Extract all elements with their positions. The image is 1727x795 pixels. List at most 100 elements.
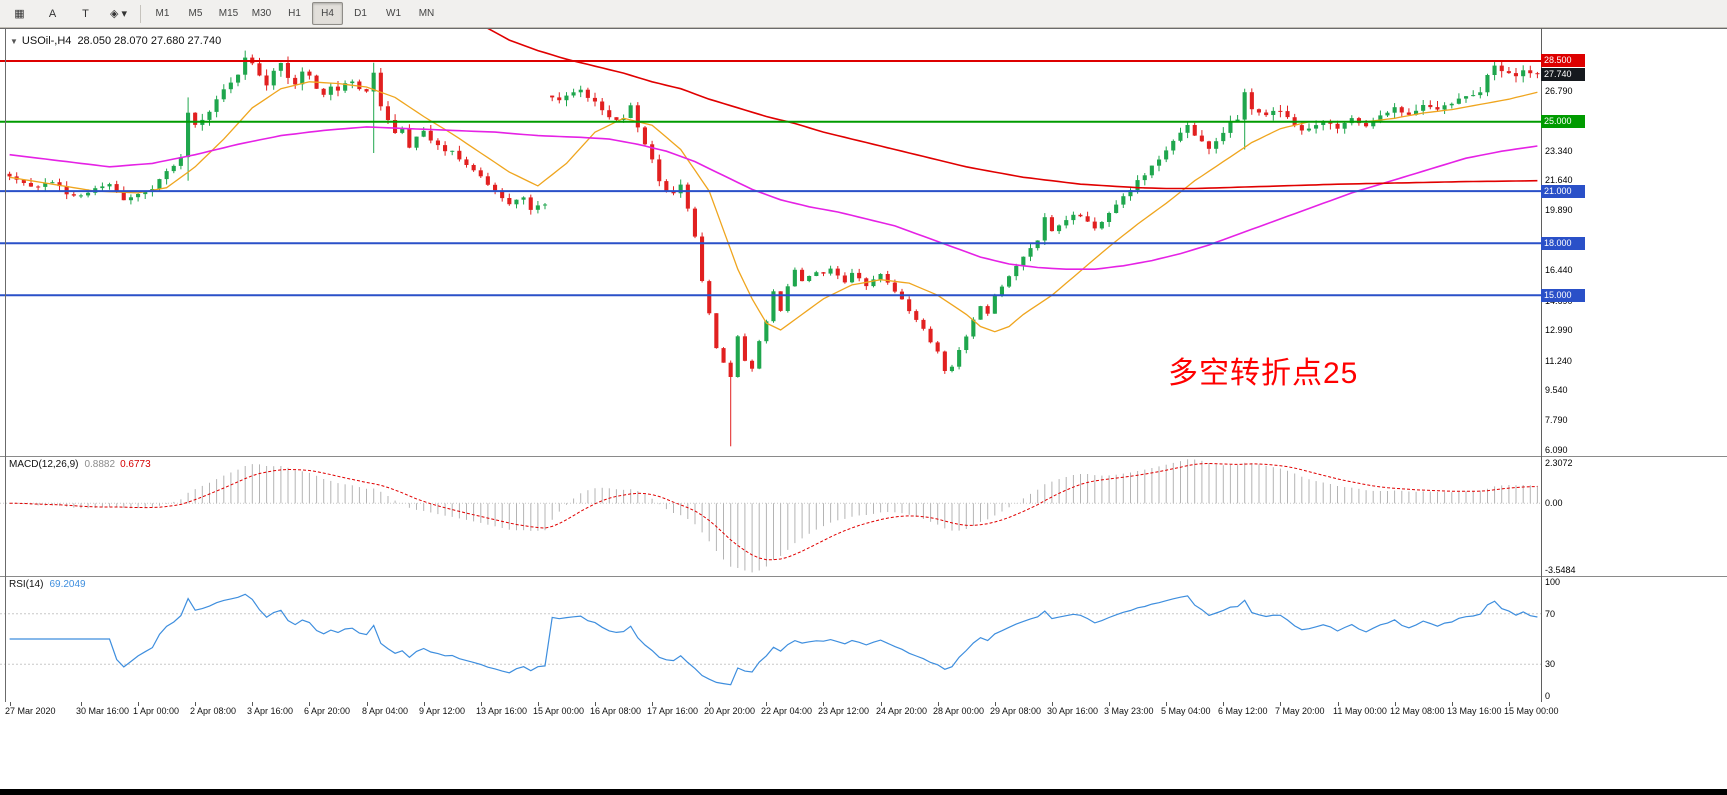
time-tick [195,702,196,706]
price-level-label: 21.000 [1541,185,1585,198]
time-tick [309,702,310,706]
rsi-name: RSI(14) [9,579,44,590]
price-level-label: 18.000 [1541,237,1585,250]
bottom-bar [0,789,1727,795]
time-tick [1280,702,1281,706]
timeframe-m5-button[interactable]: M5 [188,8,203,19]
panel-separator[interactable] [0,576,1727,577]
price-level-label: 28.500 [1541,54,1585,67]
timeframe-w1-button[interactable]: W1 [386,8,401,19]
price-axis: 26.79023.34021.64019.89016.44014.69012.9… [1541,0,1727,795]
macd-scale-zero: 0.00 [1545,498,1563,508]
time-label: 9 Apr 12:00 [419,706,466,716]
time-label: 15 May 00:00 [1504,706,1559,716]
macd-signal-value: 0.6773 [120,459,151,470]
time-label: 11 May 00:00 [1333,706,1387,716]
time-label: 8 Apr 04:00 [362,706,409,716]
timeframe-h1-button[interactable]: H1 [288,8,301,19]
time-tick [1223,702,1224,706]
time-label: 17 Apr 16:00 [647,706,699,716]
time-label: 7 May 20:00 [1275,706,1325,716]
chart-dropdown-icon[interactable]: ▼ [10,37,18,46]
timeframe-d1-button[interactable]: D1 [354,8,367,19]
time-tick [652,702,653,706]
time-tick [367,702,368,706]
rsi-label: RSI(14) 69.2049 [9,579,86,590]
macd-canvas[interactable] [0,456,1541,576]
time-tick [1109,702,1110,706]
time-tick [595,702,596,706]
rsi-canvas[interactable] [0,576,1541,702]
time-tick [766,702,767,706]
price-tick: 9.540 [1545,385,1568,395]
time-label: 12 May 08:00 [1390,706,1445,716]
chart-ohlc-values: 28.050 28.070 27.680 27.740 [77,35,222,47]
chart-title: ▼ USOil-,H4 28.050 28.070 27.680 27.740 [10,35,221,47]
time-tick [1452,702,1453,706]
toolbar-separator [140,4,141,23]
time-tick [10,702,11,706]
macd-label: MACD(12,26,9) 0.8882 0.6773 [9,459,151,470]
time-tick [1509,702,1510,706]
macd-name: MACD(12,26,9) [9,459,79,470]
macd-panel[interactable]: MACD(12,26,9) 0.8882 0.6773 [0,456,1727,576]
time-tick [424,702,425,706]
time-tick [881,702,882,706]
time-tick [138,702,139,706]
time-label: 6 May 12:00 [1218,706,1268,716]
rsi-value: 69.2049 [49,579,86,590]
price-tick: 26.790 [1545,86,1573,96]
time-label: 30 Mar 16:00 [76,706,130,716]
macd-main-value: 0.8882 [84,459,116,470]
price-tick: 16.440 [1545,265,1573,275]
time-label: 30 Apr 16:00 [1047,706,1099,716]
time-tick [1166,702,1167,706]
timeframe-m15-button[interactable]: M15 [218,8,239,19]
time-tick [995,702,996,706]
main-chart-canvas[interactable] [0,28,1541,456]
panel-separator [0,28,1727,29]
rsi-scale-100: 100 [1545,577,1561,587]
grid-tool[interactable]: ▦ [14,8,25,20]
time-label: 5 May 04:00 [1161,706,1211,716]
text-label-tool[interactable]: T [82,7,89,20]
shapes-tool[interactable]: ◈ ▾ [109,8,128,20]
timeframe-m30-button[interactable]: M30 [251,8,272,19]
time-tick [1395,702,1396,706]
timeframe-m1-button[interactable]: M1 [155,8,170,19]
time-label: 27 Mar 2020 [5,706,56,716]
price-tick: 11.240 [1545,356,1572,366]
price-level-label: 27.740 [1541,68,1585,81]
toolbar: ▦ A T ◈ ▾ M1 M5 M15 M30 H1 H4 D1 W1 MN [0,0,1727,28]
time-label: 28 Apr 00:00 [933,706,985,716]
price-tick: 23.340 [1545,146,1573,156]
time-tick [1338,702,1339,706]
time-label: 16 Apr 08:00 [590,706,642,716]
macd-scale-max: 2.3072 [1545,458,1573,468]
price-tick: 21.640 [1545,175,1573,185]
chart-symbol-period: USOil-,H4 [21,35,72,47]
time-tick [481,702,482,706]
timeframe-h4-button[interactable]: H4 [312,2,343,25]
price-level-label: 25.000 [1541,115,1585,128]
rsi-scale-70: 70 [1545,609,1556,619]
panel-separator[interactable] [0,456,1727,457]
text-tool[interactable]: A [48,7,57,20]
chart-annotation-text[interactable]: 多空转折点25 [1168,357,1359,390]
price-level-label: 15.000 [1541,289,1585,302]
time-label: 3 May 23:00 [1104,706,1154,716]
time-tick [1052,702,1053,706]
price-tick: 19.890 [1545,205,1573,215]
timeframe-mn-button[interactable]: MN [418,8,435,19]
time-tick [538,702,539,706]
time-tick [823,702,824,706]
time-label: 13 May 16:00 [1447,706,1502,716]
main-chart-panel[interactable]: ▼ USOil-,H4 28.050 28.070 27.680 27.740 多空… [0,28,1727,456]
rsi-scale-0: 0 [1545,691,1551,701]
time-tick [938,702,939,706]
rsi-scale-30: 30 [1545,659,1556,669]
price-tick: 7.790 [1545,415,1568,425]
time-label: 15 Apr 00:00 [533,706,585,716]
rsi-panel[interactable]: RSI(14) 69.2049 [0,576,1727,702]
time-tick [81,702,82,706]
